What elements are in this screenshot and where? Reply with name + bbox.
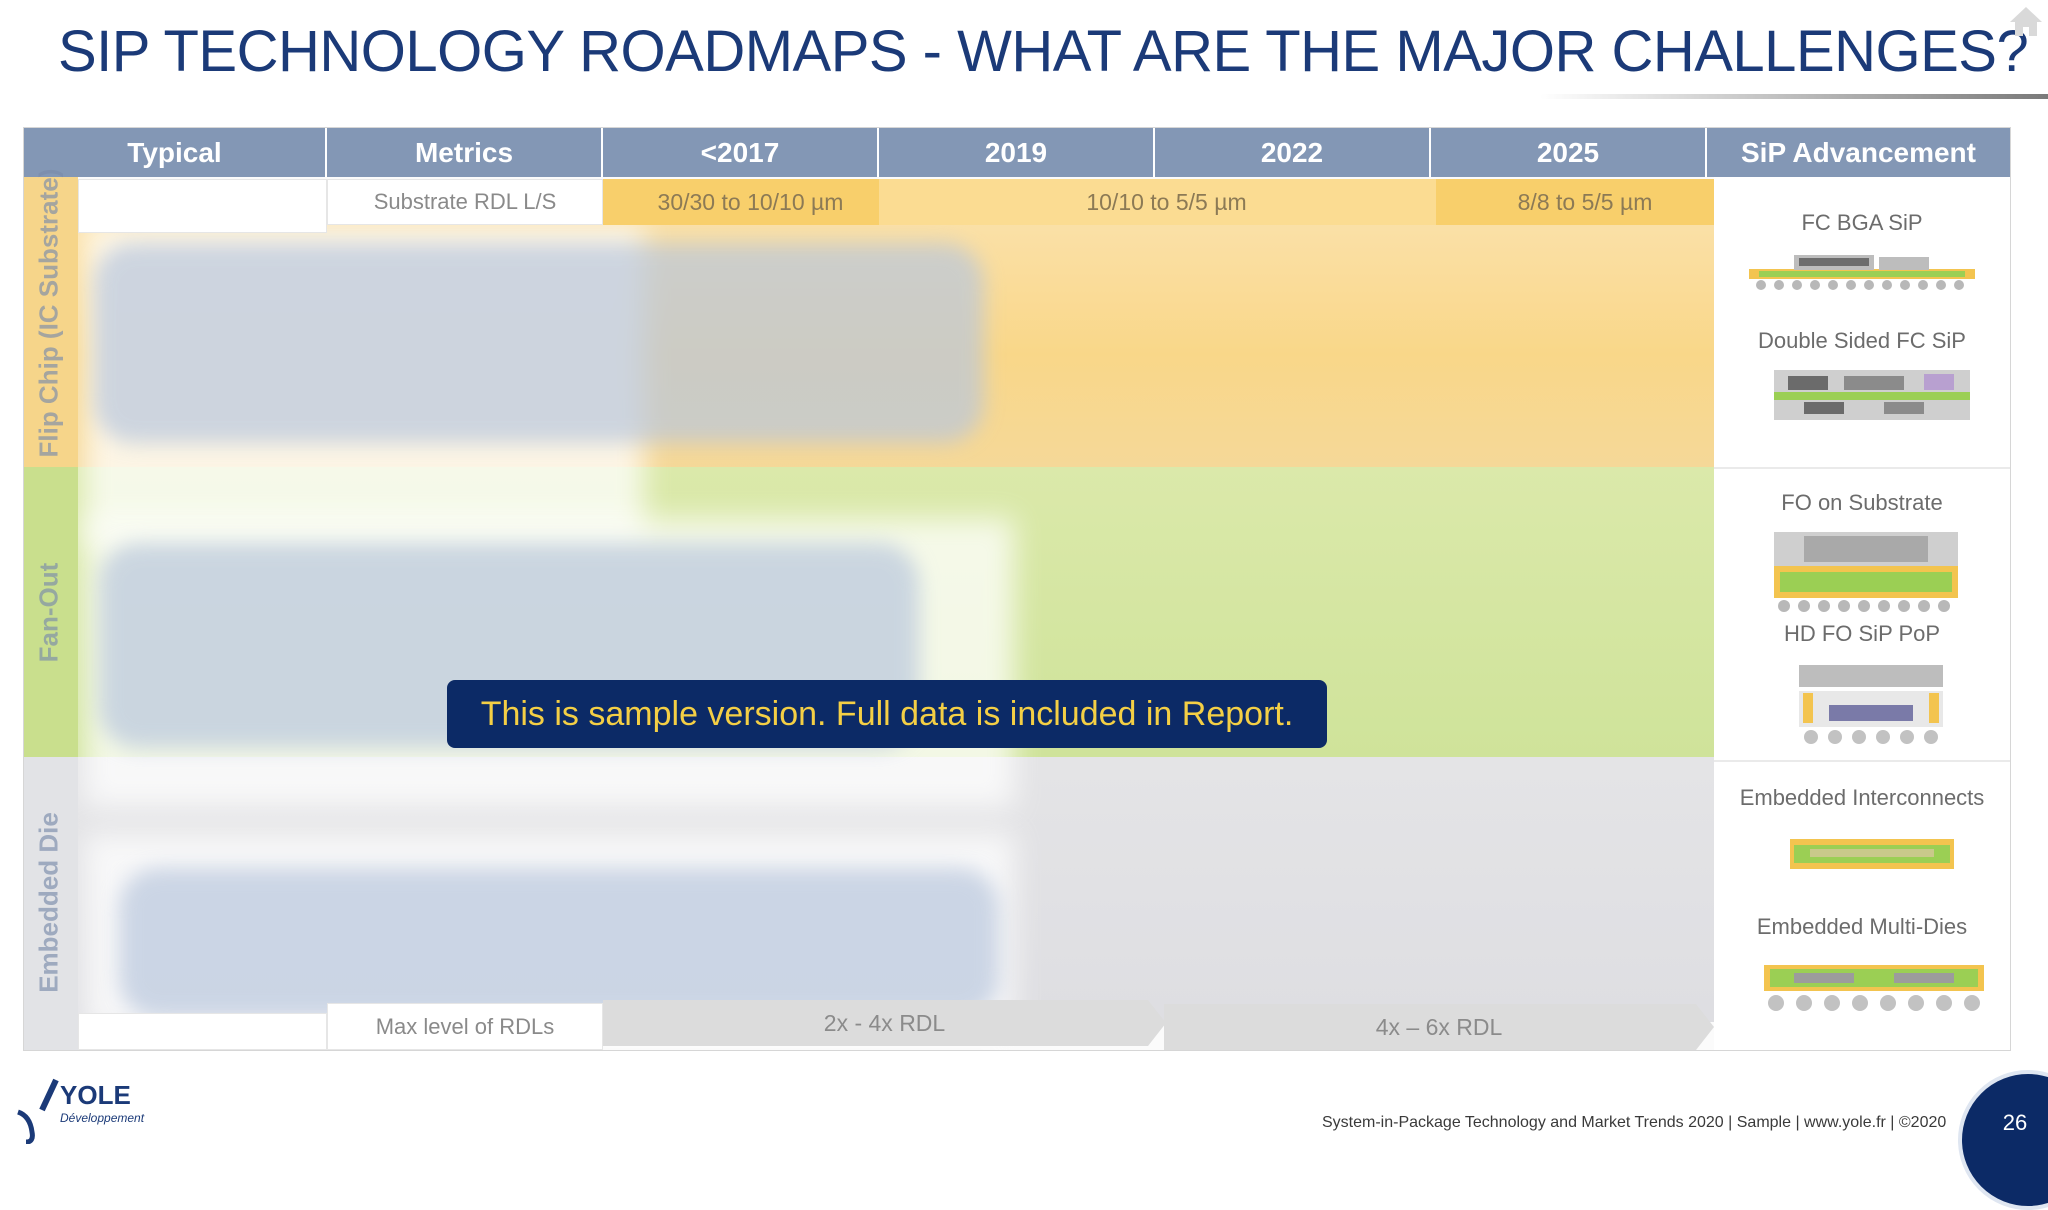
- metric-max-rdl-levels: Max level of RDLs: [327, 1003, 603, 1050]
- page-number-badge: [1958, 1070, 2048, 1210]
- arrow-rdl-levels-early: 2x - 4x RDL: [603, 1000, 1166, 1046]
- arrow-rdl-pre-2017: 30/30 to 10/10 µm: [603, 179, 898, 225]
- header-2025: 2025: [1431, 128, 1707, 177]
- header-typical: Typical: [24, 128, 327, 177]
- side-band-fan-out: Fan-Out: [24, 467, 78, 757]
- adv-label-fo-on-substrate: FO on Substrate: [1781, 490, 1943, 515]
- header-sip-advancement: SiP Advancement: [1707, 128, 2010, 177]
- adv-label-embedded-interconnects: Embedded Interconnects: [1739, 785, 1985, 810]
- blurred-content: [94, 243, 984, 443]
- adv-label-embedded-multi-dies: Embedded Multi-Dies: [1756, 914, 1968, 939]
- fo-on-substrate-diagram: [1774, 532, 1958, 612]
- side-band-flip-chip: Flip Chip (IC Substrate): [24, 168, 78, 467]
- blurred-content: [119, 868, 999, 1018]
- header-metrics: Metrics: [327, 128, 603, 177]
- yole-logo: YOLE Développement: [17, 1078, 145, 1144]
- arrow-rdl-2019-2022: 10/10 to 5/5 µm: [879, 179, 1454, 225]
- footer-text: System-in-Package Technology and Market …: [1322, 1114, 1947, 1131]
- side-label-fan-out: Fan-Out: [33, 562, 64, 663]
- embedded-interconnects-diagram: [1790, 839, 1954, 869]
- double-sided-fc-sip-diagram: [1774, 370, 1970, 420]
- adv-label-hd-fo-sip-pop: HD FO SiP PoP: [1783, 621, 1941, 646]
- sample-watermark-banner: This is sample version. Full data is inc…: [447, 680, 1327, 748]
- arrow-rdl-2025: 8/8 to 5/5 µm: [1436, 179, 1734, 225]
- page-number: 26: [2002, 1110, 2028, 1135]
- svg-text:Développement: Développement: [60, 1111, 145, 1125]
- side-band-embedded-die: Embedded Die: [24, 757, 78, 1050]
- header-pre-2017: <2017: [603, 128, 879, 177]
- side-label-embedded-die: Embedded Die: [33, 812, 64, 993]
- embedded-multi-dies-diagram: [1764, 965, 1984, 1011]
- adv-label-fc-bga-sip: FC BGA SiP: [1801, 210, 1923, 235]
- adv-separator: [1714, 467, 2010, 469]
- svg-text:YOLE: YOLE: [60, 1080, 131, 1110]
- hd-fo-sip-pop-diagram: [1799, 665, 1943, 744]
- roadmap-table: Typical Metrics <2017 2019 2022 2025 SiP…: [23, 127, 2011, 1051]
- home-icon[interactable]: [2008, 4, 2044, 38]
- typical-cell-top: [78, 179, 327, 233]
- header-2022: 2022: [1155, 128, 1431, 177]
- typical-cell-bottom: [78, 1013, 327, 1050]
- adv-label-double-sided-fc-sip: Double Sided FC SiP: [1758, 328, 1966, 353]
- header-2019: 2019: [879, 128, 1155, 177]
- title-underline: [1540, 94, 2048, 99]
- sip-advancement-column: FC BGA SiP Double Sided FC SiP FO on Sub…: [1714, 177, 2010, 1050]
- fc-bga-sip-diagram: [1749, 255, 1975, 290]
- side-label-flip-chip: Flip Chip (IC Substrate): [33, 168, 64, 458]
- metric-substrate-rdl: Substrate RDL L/S: [327, 179, 603, 225]
- arrow-rdl-levels-late: 4x – 6x RDL: [1164, 1004, 1714, 1050]
- adv-separator: [1714, 760, 2010, 762]
- slide-title: SIP TECHNOLOGY ROADMAPS - WHAT ARE THE M…: [58, 19, 2029, 84]
